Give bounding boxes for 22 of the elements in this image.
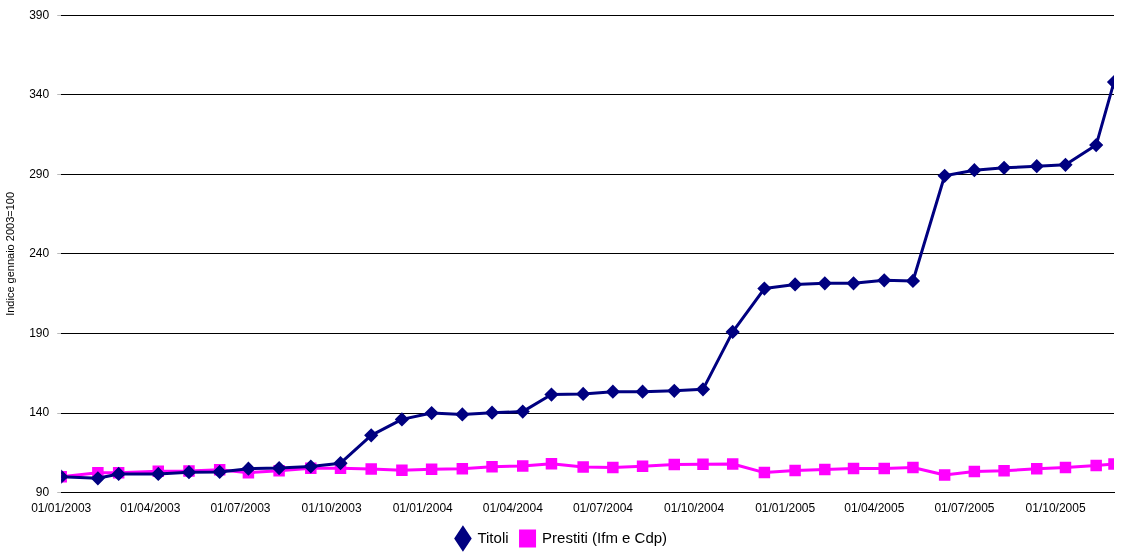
x-tick-label: 01/07/2003: [210, 501, 271, 516]
x-tick-label: 01/10/2003: [301, 501, 362, 516]
y-tick-label: 240: [29, 246, 50, 261]
x-tick-label: 01/04/2004: [482, 501, 544, 516]
x-tick-label: 01/04/2005: [844, 501, 905, 516]
x-tick-label: 01/01/2003: [31, 501, 92, 516]
y-tick-label: 190: [29, 325, 50, 340]
legend-label: Titoli: [477, 528, 509, 546]
x-tick-label: 01/01/2005: [755, 501, 816, 516]
x-tick-label: 01/04/2003: [120, 501, 181, 516]
x-tick-label: 01/07/2005: [934, 501, 995, 516]
x-tick-label: 01/07/2004: [572, 501, 634, 516]
y-tick-label: 90: [35, 484, 50, 499]
y-tick-label: 140: [29, 405, 50, 420]
y-tick-label: 340: [29, 87, 50, 102]
y-axis-title: Indice gennaio 2003=100: [3, 191, 16, 316]
y-tick-label: 290: [29, 166, 50, 181]
x-tick-label: 01/10/2004: [664, 501, 725, 516]
y-tick-label: 390: [29, 7, 50, 22]
x-tick-label: 01/10/2005: [1025, 501, 1086, 516]
x-tick-label: 01/01/2004: [392, 501, 454, 516]
legend-label: Prestiti (Ifm e Cdp): [542, 528, 668, 546]
